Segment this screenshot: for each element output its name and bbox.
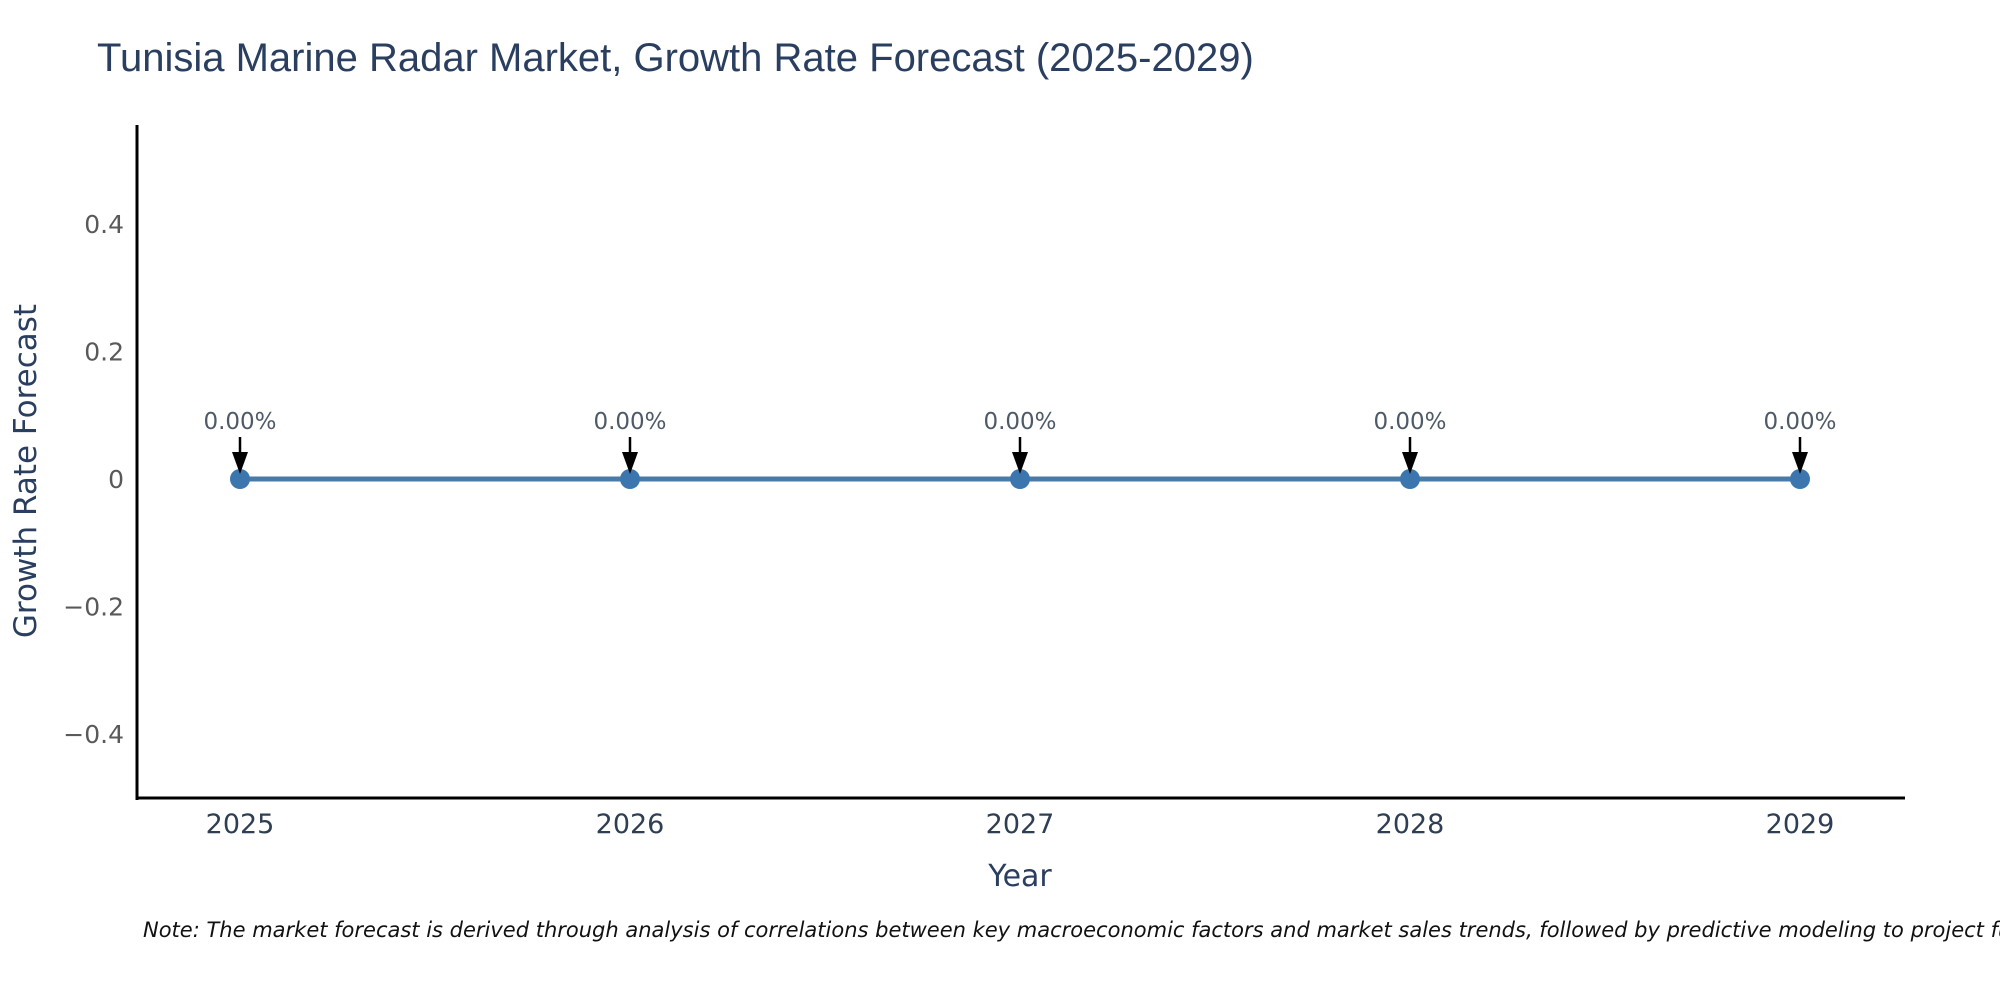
footnote: Note: The market forecast is derived thr…: [143, 918, 2000, 942]
annotation-arrow-head: [1792, 452, 1808, 474]
x-tick-label: 2029: [1766, 809, 1835, 840]
point-value-label: 0.00%: [203, 409, 276, 435]
data-point-marker: [620, 469, 640, 489]
annotation-arrow-head: [232, 452, 248, 474]
x-axis-label: Year: [988, 859, 1052, 894]
annotation-arrow-head: [1402, 452, 1418, 474]
x-axis-line: [136, 796, 1905, 800]
data-point-marker: [1790, 469, 1810, 489]
y-tick-label: 0.4: [84, 210, 124, 239]
y-tick-label: −0.4: [63, 720, 124, 749]
annotation-arrow-head: [622, 452, 638, 474]
x-tick-label: 2027: [986, 809, 1055, 840]
y-tick-label: −0.2: [63, 593, 124, 622]
point-value-label: 0.00%: [1373, 409, 1446, 435]
y-axis-line: [135, 125, 139, 800]
x-tick-label: 2026: [596, 809, 665, 840]
x-tick-label: 2025: [206, 809, 275, 840]
x-tick-label: 2028: [1376, 809, 1445, 840]
point-value-label: 0.00%: [1763, 409, 1836, 435]
y-tick-label: 0.2: [84, 338, 124, 367]
data-point-marker: [230, 469, 250, 489]
data-point-marker: [1010, 469, 1030, 489]
point-value-label: 0.00%: [593, 409, 666, 435]
point-value-label: 0.00%: [983, 409, 1056, 435]
chart-title: Tunisia Marine Radar Market, Growth Rate…: [97, 36, 1254, 80]
y-tick-label: 0: [108, 465, 124, 494]
data-point-marker: [1400, 469, 1420, 489]
annotation-arrow-head: [1012, 452, 1028, 474]
